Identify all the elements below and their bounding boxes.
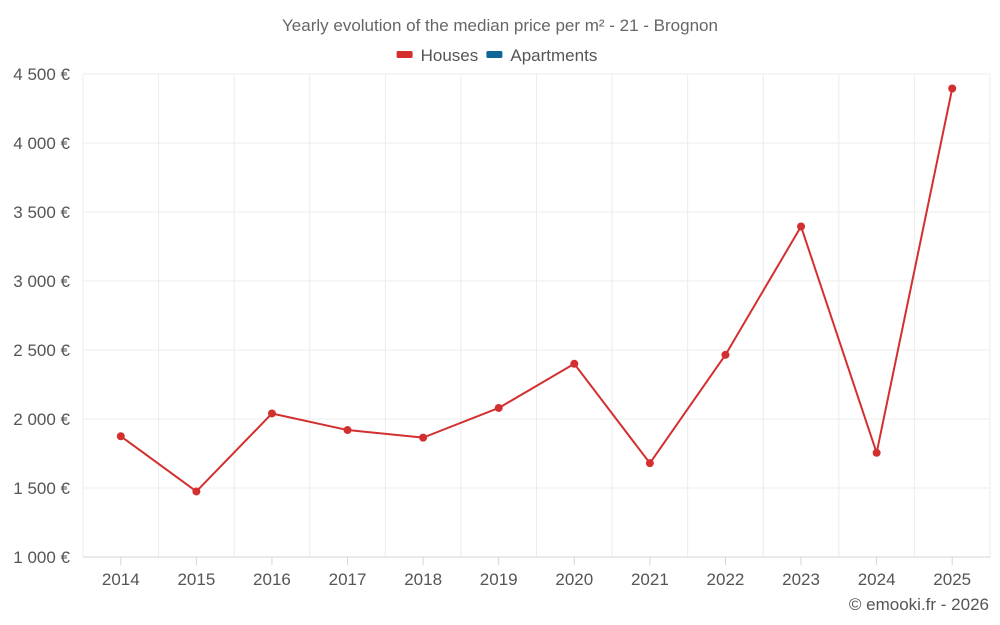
y-axis: 1 000 € 1 500 € 2 000 € 2 500 € 3 000 € 3 500… <box>13 65 70 567</box>
y-tick-label: 2 000 € <box>13 410 70 429</box>
legend-label: Houses <box>421 46 479 65</box>
legend: Houses Apartments <box>396 46 597 65</box>
x-tick-label: 2019 <box>480 570 518 589</box>
x-tick-label: 2017 <box>329 570 367 589</box>
x-axis: 2014 2015 2016 2017 2018 2019 2020 2021 2022 2023… <box>83 556 990 589</box>
data-point-houses-2022[interactable] <box>721 350 730 359</box>
legend-swatch <box>396 51 413 58</box>
legend-label: Apartments <box>510 46 597 65</box>
x-tick-label: 2018 <box>404 570 442 589</box>
y-tick-label: 3 500 € <box>13 203 70 222</box>
data-point-houses-2025[interactable] <box>948 84 957 93</box>
data-point-houses-2019[interactable] <box>494 403 503 412</box>
x-tick-label: 2020 <box>555 570 593 589</box>
chart-title: Yearly evolution of the median price per… <box>282 16 718 35</box>
legend-item-apartments[interactable]: Apartments <box>486 46 597 65</box>
x-tick-label: 2022 <box>707 570 745 589</box>
y-tick-label: 1 500 € <box>13 479 70 498</box>
grid <box>82 73 991 558</box>
x-tick-label: 2025 <box>933 570 971 589</box>
x-tick-label: 2015 <box>177 570 215 589</box>
data-point-houses-2020[interactable] <box>570 359 579 368</box>
x-tick-label: 2014 <box>102 570 140 589</box>
data-point-houses-2024[interactable] <box>872 448 881 457</box>
series-layer <box>116 84 957 496</box>
x-tick-label: 2016 <box>253 570 291 589</box>
credit-text: © emooki.fr - 2026 <box>849 595 989 614</box>
data-point-houses-2016[interactable] <box>267 409 276 418</box>
data-point-houses-2023[interactable] <box>797 222 806 231</box>
data-point-houses-2021[interactable] <box>645 459 654 468</box>
y-tick-label: 4 000 € <box>13 134 70 153</box>
y-tick-label: 3 000 € <box>13 272 70 291</box>
x-tick-label: 2023 <box>782 570 820 589</box>
data-point-houses-2015[interactable] <box>192 487 201 496</box>
legend-swatch <box>486 51 503 58</box>
y-tick-label: 1 000 € <box>13 548 70 567</box>
series-line-houses <box>120 88 954 493</box>
data-point-houses-2017[interactable] <box>343 426 352 435</box>
x-tick-label: 2024 <box>858 570 896 589</box>
y-tick-label: 4 500 € <box>13 65 70 84</box>
x-tick-label: 2021 <box>631 570 669 589</box>
data-point-houses-2014[interactable] <box>116 432 125 441</box>
y-tick-label: 2 500 € <box>13 341 70 360</box>
data-point-houses-2018[interactable] <box>419 433 428 442</box>
legend-item-houses[interactable]: Houses <box>396 46 479 65</box>
